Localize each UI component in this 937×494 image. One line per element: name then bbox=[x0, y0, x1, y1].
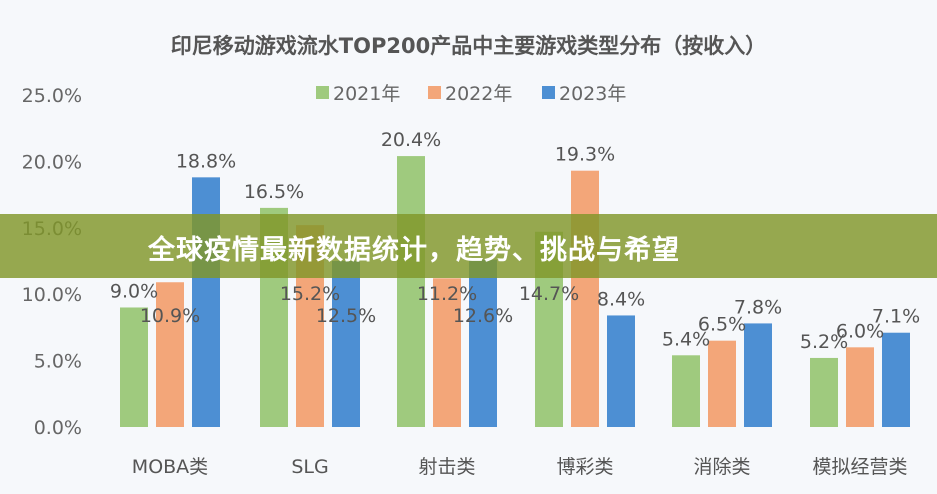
data-label: 16.5% bbox=[244, 181, 304, 203]
data-label: 8.4% bbox=[597, 288, 645, 310]
y-tick-label: 20.0% bbox=[22, 151, 82, 173]
x-tick-label: 射击类 bbox=[418, 456, 475, 478]
data-label: 15.2% bbox=[280, 283, 340, 305]
bar bbox=[744, 323, 772, 427]
x-tick-label: SLG bbox=[291, 456, 328, 478]
bar bbox=[607, 315, 635, 427]
banner-headline: 全球疫情最新数据统计，趋势、挑战与希望 bbox=[148, 235, 680, 266]
bar bbox=[120, 307, 148, 427]
legend-swatch bbox=[316, 86, 329, 99]
y-tick-label: 10.0% bbox=[22, 284, 82, 306]
x-tick-label: 消除类 bbox=[693, 456, 750, 478]
data-label: 5.2% bbox=[800, 331, 848, 353]
chart-title: 印尼移动游戏流水TOP200产品中主要游戏类型分布（按收入） bbox=[170, 34, 767, 58]
legend-swatch bbox=[428, 86, 441, 99]
data-label: 18.8% bbox=[176, 150, 236, 172]
y-tick-label: 5.0% bbox=[34, 351, 82, 373]
bar bbox=[332, 261, 360, 427]
bar bbox=[156, 282, 184, 427]
bar bbox=[810, 357, 838, 427]
y-tick-label: 25.0% bbox=[22, 85, 82, 107]
overlay-banner: 全球疫情最新数据统计，趋势、挑战与希望 bbox=[0, 214, 937, 278]
bar bbox=[433, 278, 461, 427]
data-label: 11.2% bbox=[417, 283, 477, 305]
bar bbox=[469, 259, 497, 427]
x-tick-label: 博彩类 bbox=[556, 456, 613, 478]
data-label: 9.0% bbox=[110, 280, 158, 302]
data-label: 12.6% bbox=[453, 305, 513, 327]
data-label: 7.1% bbox=[872, 306, 920, 328]
data-label: 10.9% bbox=[140, 305, 200, 327]
data-label: 19.3% bbox=[555, 144, 615, 166]
x-tick-label: MOBA类 bbox=[132, 456, 208, 478]
data-label: 6.0% bbox=[836, 320, 884, 342]
legend-label: 2023年 bbox=[559, 83, 626, 105]
data-label: 5.4% bbox=[662, 328, 710, 350]
data-label: 14.7% bbox=[519, 283, 579, 305]
data-label: 20.4% bbox=[381, 129, 441, 151]
bar bbox=[882, 332, 910, 427]
legend-label: 2021年 bbox=[333, 83, 400, 105]
bar bbox=[571, 170, 599, 428]
x-tick-label: 模拟经营类 bbox=[812, 456, 907, 478]
data-label: 6.5% bbox=[698, 314, 746, 336]
bar bbox=[846, 347, 874, 427]
legend-label: 2022年 bbox=[445, 83, 512, 105]
bar bbox=[672, 355, 700, 427]
legend-swatch bbox=[542, 86, 555, 99]
y-tick-label: 0.0% bbox=[34, 417, 82, 439]
data-label: 7.8% bbox=[734, 296, 782, 318]
data-label: 12.5% bbox=[316, 305, 376, 327]
bar bbox=[708, 340, 736, 427]
bar bbox=[397, 156, 425, 427]
